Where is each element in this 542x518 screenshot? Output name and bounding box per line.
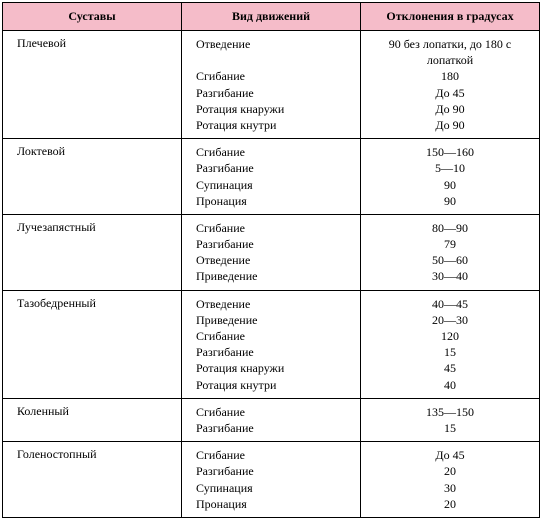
degrees-line: 90 — [369, 177, 531, 193]
movement-line: Разгибание — [196, 160, 352, 176]
movement-line: Сгибание — [196, 220, 352, 236]
movement-line: Сгибание — [196, 68, 352, 84]
degrees-line: 120 — [369, 328, 531, 344]
movement-line: Ротация кнаружи — [196, 360, 352, 376]
header-movement: Вид движений — [182, 3, 361, 31]
joint-cell: Коленный — [3, 398, 182, 441]
table-row: ЛучезапястныйСгибаниеРазгибаниеОтведение… — [3, 214, 540, 290]
movement-line: Разгибание — [196, 420, 352, 436]
degrees-line: 40 — [369, 377, 531, 393]
degrees-line: До 90 — [369, 101, 531, 117]
movement-line: Отведение — [196, 296, 352, 312]
table-body: ПлечевойОтведение СгибаниеРазгибаниеРота… — [3, 31, 540, 518]
movement-line: Сгибание — [196, 328, 352, 344]
degrees-line: До 45 — [369, 447, 531, 463]
movement-line — [196, 52, 352, 68]
movement-line: Разгибание — [196, 344, 352, 360]
movement-cell: СгибаниеРазгибаниеСупинацияПронация — [182, 139, 361, 215]
degrees-line: 15 — [369, 420, 531, 436]
degrees-line: 5—10 — [369, 160, 531, 176]
degrees-line: До 90 — [369, 117, 531, 133]
movement-line: Сгибание — [196, 447, 352, 463]
degrees-line: 90 без лопатки, до 180 с — [369, 36, 531, 52]
movement-cell: Отведение СгибаниеРазгибаниеРотация кнар… — [182, 31, 361, 139]
movement-line: Разгибание — [196, 236, 352, 252]
movement-line: Сгибание — [196, 144, 352, 160]
movement-line: Сгибание — [196, 404, 352, 420]
movement-line: Отведение — [196, 36, 352, 52]
degrees-line: 40—45 — [369, 296, 531, 312]
degrees-line: До 45 — [369, 85, 531, 101]
movement-line: Супинация — [196, 480, 352, 496]
degrees-line: 79 — [369, 236, 531, 252]
movement-line: Отведение — [196, 252, 352, 268]
degrees-cell: 135—15015 — [361, 398, 540, 441]
degrees-line: 90 — [369, 193, 531, 209]
degrees-line: 15 — [369, 344, 531, 360]
joint-movements-table: Суставы Вид движений Отклонения в градус… — [2, 2, 540, 518]
movement-cell: СгибаниеРазгибаниеСупинацияПронация — [182, 442, 361, 518]
table-row: ГоленостопныйСгибаниеРазгибаниеСупинация… — [3, 442, 540, 518]
degrees-line: лопаткой — [369, 52, 531, 68]
degrees-line: 180 — [369, 68, 531, 84]
movement-line: Ротация кнутри — [196, 117, 352, 133]
joint-cell: Лучезапястный — [3, 214, 182, 290]
joint-cell: Плечевой — [3, 31, 182, 139]
degrees-line: 50—60 — [369, 252, 531, 268]
movement-line: Разгибание — [196, 463, 352, 479]
degrees-cell: 40—4520—30120154540 — [361, 290, 540, 398]
degrees-cell: 80—907950—6030—40 — [361, 214, 540, 290]
movement-line: Ротация кнаружи — [196, 101, 352, 117]
joint-cell: Тазобедренный — [3, 290, 182, 398]
joint-cell: Голеностопный — [3, 442, 182, 518]
movement-cell: СгибаниеРазгибаниеОтведениеПриведение — [182, 214, 361, 290]
movement-line: Приведение — [196, 312, 352, 328]
movement-line: Супинация — [196, 177, 352, 193]
movement-cell: ОтведениеПриведениеСгибаниеРазгибаниеРот… — [182, 290, 361, 398]
joint-cell: Локтевой — [3, 139, 182, 215]
table-row: ЛоктевойСгибаниеРазгибаниеСупинацияПрона… — [3, 139, 540, 215]
movement-line: Пронация — [196, 193, 352, 209]
degrees-line: 150—160 — [369, 144, 531, 160]
movement-line: Приведение — [196, 268, 352, 284]
degrees-cell: До 45203020 — [361, 442, 540, 518]
header-row: Суставы Вид движений Отклонения в градус… — [3, 3, 540, 31]
table-row: ТазобедренныйОтведениеПриведениеСгибание… — [3, 290, 540, 398]
degrees-line: 20 — [369, 463, 531, 479]
degrees-cell: 90 без лопатки, до 180 слопаткой180До 45… — [361, 31, 540, 139]
movement-line: Разгибание — [196, 85, 352, 101]
degrees-line: 30 — [369, 480, 531, 496]
header-degrees: Отклонения в градусах — [361, 3, 540, 31]
degrees-line: 20—30 — [369, 312, 531, 328]
header-joint: Суставы — [3, 3, 182, 31]
table-row: КоленныйСгибаниеРазгибание135—15015 — [3, 398, 540, 441]
degrees-line: 45 — [369, 360, 531, 376]
degrees-line: 135—150 — [369, 404, 531, 420]
degrees-line: 80—90 — [369, 220, 531, 236]
movement-cell: СгибаниеРазгибание — [182, 398, 361, 441]
movement-line: Ротация кнутри — [196, 377, 352, 393]
table-row: ПлечевойОтведение СгибаниеРазгибаниеРота… — [3, 31, 540, 139]
degrees-line: 30—40 — [369, 268, 531, 284]
degrees-line: 20 — [369, 496, 531, 512]
degrees-cell: 150—1605—109090 — [361, 139, 540, 215]
movement-line: Пронация — [196, 496, 352, 512]
